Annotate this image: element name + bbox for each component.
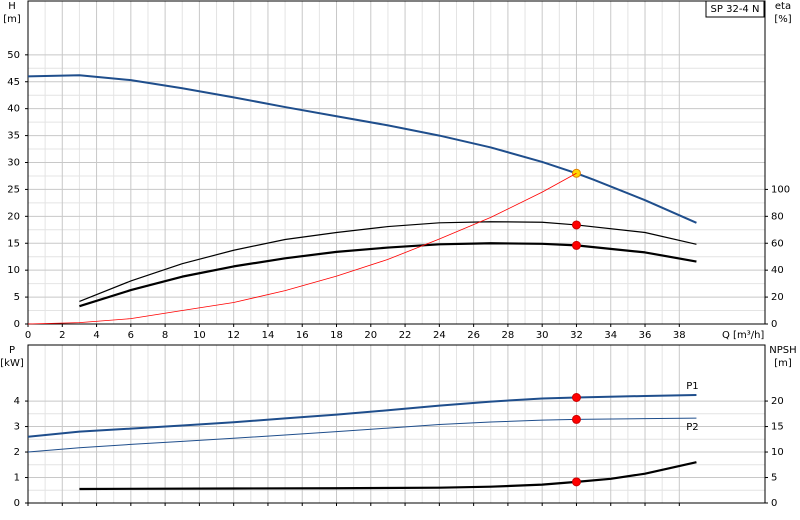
- curve: [27, 417, 697, 453]
- y2-axis-label: [m]: [774, 358, 792, 369]
- x-tick-label: 22: [399, 330, 412, 341]
- x-tick-label: 10: [193, 330, 206, 341]
- duty-point: [571, 414, 581, 424]
- y-tick-label: 25: [7, 184, 20, 195]
- y2-tick-label: 5: [771, 473, 777, 484]
- y-tick-label: 4: [14, 396, 20, 407]
- x-tick-label: 34: [604, 330, 617, 341]
- x-tick-label: 12: [227, 330, 240, 341]
- y2-tick-label: 0: [771, 319, 777, 330]
- y-tick-label: 35: [7, 131, 20, 142]
- y-axis-label: [m]: [3, 14, 21, 25]
- y-tick-label: 45: [7, 77, 20, 88]
- x-tick-label: 30: [536, 330, 549, 341]
- y2-tick-label: 60: [771, 238, 784, 249]
- x-tick-label: 0: [25, 330, 31, 341]
- annotation: SP 32-4 N: [711, 4, 760, 15]
- series-label: P2: [686, 422, 698, 433]
- curve: [27, 74, 697, 224]
- y2-axis-label: NPSH: [769, 345, 796, 356]
- y-tick-label: 0: [14, 498, 20, 509]
- y2-axis-label: eta: [775, 1, 791, 12]
- duty-point: [571, 220, 581, 230]
- y-tick-label: 2: [14, 447, 20, 458]
- y-tick-label: 50: [7, 50, 20, 61]
- curve: [27, 172, 577, 325]
- y-axis-label: H: [8, 1, 16, 12]
- x-tick-label: 36: [639, 330, 652, 341]
- curve: [27, 393, 697, 438]
- x-tick-label: 32: [570, 330, 583, 341]
- y2-tick-label: 20: [771, 396, 784, 407]
- x-tick-label: 16: [296, 330, 309, 341]
- y-axis-label: P: [9, 345, 15, 356]
- y-tick-label: 3: [14, 422, 20, 433]
- y-tick-label: 30: [7, 158, 20, 169]
- y2-tick-label: 20: [771, 292, 784, 303]
- duty-point: [571, 392, 581, 402]
- x-tick-label: 28: [502, 330, 515, 341]
- y2-tick-label: 40: [771, 265, 784, 276]
- y2-tick-label: 15: [771, 422, 784, 433]
- x-tick-label: 4: [93, 330, 99, 341]
- plot-frame: [27, 0, 766, 325]
- x-tick-label: 2: [59, 330, 65, 341]
- x-tick-label: 26: [467, 330, 480, 341]
- plot-frame: [27, 344, 766, 504]
- y2-tick-label: 100: [771, 184, 790, 195]
- curve: [79, 461, 697, 491]
- y-tick-label: 0: [14, 319, 20, 330]
- y2-tick-label: 0: [771, 498, 777, 509]
- x-tick-label: 24: [433, 330, 446, 341]
- y2-axis-label: [%]: [774, 14, 791, 25]
- annotation-box: [705, 0, 765, 18]
- duty-point: [571, 240, 581, 250]
- y-tick-label: 10: [7, 265, 20, 276]
- x-tick-label: 20: [364, 330, 377, 341]
- x-tick-label: 18: [330, 330, 343, 341]
- x-tick-label: 14: [262, 330, 275, 341]
- y-tick-label: 15: [7, 238, 20, 249]
- y-axis-label: [kW]: [0, 358, 24, 369]
- plot-background: [28, 345, 765, 503]
- y-tick-label: 5: [14, 292, 20, 303]
- duty-point: [571, 477, 581, 487]
- y2-tick-label: 10: [771, 447, 784, 458]
- x-tick-label: 8: [162, 330, 168, 341]
- x-axis-label: Q [m³/h]: [722, 330, 764, 341]
- x-tick-label: 6: [128, 330, 134, 341]
- series-label: P1: [686, 381, 698, 392]
- x-tick-label: 38: [673, 330, 686, 341]
- y-tick-label: 40: [7, 104, 20, 115]
- y-tick-label: 1: [14, 473, 20, 484]
- y2-tick-label: 80: [771, 211, 784, 222]
- y-tick-label: 20: [7, 211, 20, 222]
